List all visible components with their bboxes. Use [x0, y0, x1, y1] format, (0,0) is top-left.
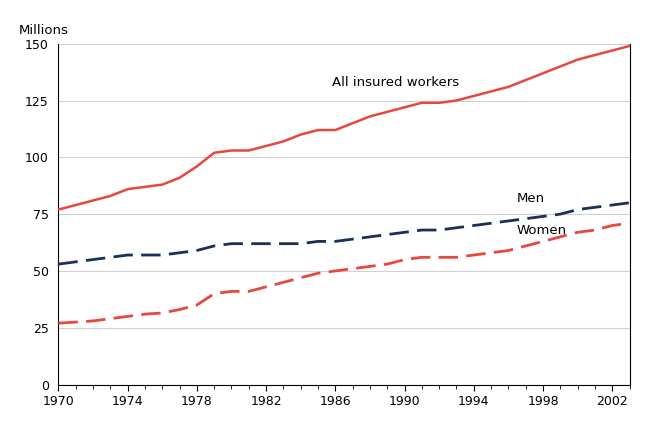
- Text: Millions: Millions: [18, 24, 68, 37]
- Text: Women: Women: [517, 224, 567, 236]
- Text: All insured workers: All insured workers: [332, 76, 459, 89]
- Text: Men: Men: [517, 192, 545, 205]
